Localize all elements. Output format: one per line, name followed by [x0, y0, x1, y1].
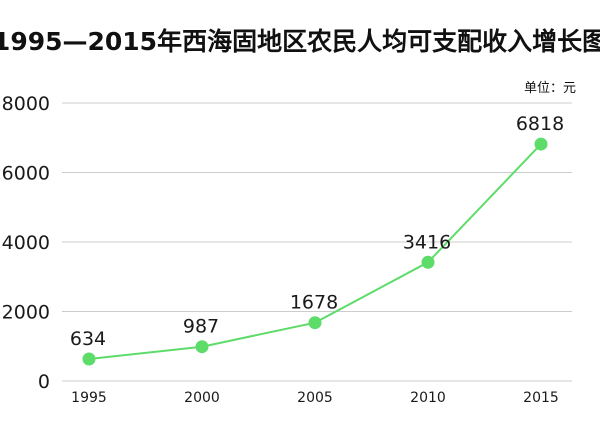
data-label-2000: 987: [183, 316, 219, 338]
x-tick-label-2015: 2015: [523, 390, 559, 406]
data-point-2015: [534, 137, 548, 151]
data-label-1995: 634: [70, 328, 106, 350]
x-tick-label-2010: 2010: [410, 390, 446, 406]
y-tick-label-8000: 8000: [2, 93, 50, 115]
x-tick-label-1995: 1995: [71, 390, 107, 406]
data-point-2010: [421, 255, 435, 269]
y-tick-label-4000: 4000: [2, 232, 50, 254]
y-axis-tick-labels: 0 2000 4000 6000 8000: [2, 93, 50, 393]
data-point-1995: [82, 352, 96, 366]
gridlines: [62, 102, 572, 382]
data-point-2005: [308, 316, 322, 330]
y-tick-label-0: 0: [38, 371, 50, 393]
data-label-2015: 6818: [516, 113, 564, 135]
y-tick-label-6000: 6000: [2, 163, 50, 185]
unit-label: 单位：元: [524, 81, 576, 96]
series-layer: 634 987 1678 3416 6818: [70, 113, 564, 366]
y-tick-label-2000: 2000: [2, 302, 50, 324]
x-tick-label-2005: 2005: [297, 390, 333, 406]
data-label-2005: 1678: [290, 292, 338, 314]
data-label-2010: 3416: [403, 231, 451, 253]
chart-title: 1995—2015年西海固地区农民人均可支配收入增长图: [0, 27, 600, 56]
data-point-2000: [195, 340, 209, 354]
x-tick-label-2000: 2000: [184, 390, 220, 406]
x-axis-tick-labels: 1995 2000 2005 2010 2015: [71, 390, 559, 406]
